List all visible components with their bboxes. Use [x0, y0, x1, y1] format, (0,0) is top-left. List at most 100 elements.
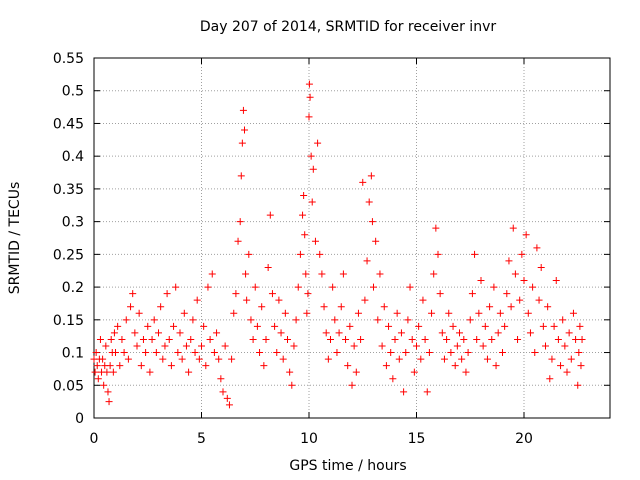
data-point [300, 191, 308, 199]
data-point [281, 309, 289, 317]
data-point [404, 316, 412, 324]
data-point [174, 349, 182, 357]
data-point [193, 296, 201, 304]
data-point [488, 335, 496, 343]
data-point [139, 335, 147, 343]
x-tick-label: 0 [90, 431, 99, 447]
data-point [342, 335, 350, 343]
data-point [395, 355, 403, 363]
data-point [432, 224, 440, 232]
data-point [189, 316, 197, 324]
data-point [344, 362, 352, 370]
data-point [152, 349, 160, 357]
data-point [363, 257, 371, 265]
data-point [434, 250, 442, 258]
data-point [419, 296, 427, 304]
data-point [208, 270, 216, 278]
data-point [526, 329, 534, 337]
data-point [238, 139, 246, 147]
data-point [479, 342, 487, 350]
data-points [90, 80, 586, 409]
data-point [503, 290, 511, 298]
data-point [225, 401, 233, 409]
data-point [99, 355, 107, 363]
data-point [311, 237, 319, 245]
data-point [539, 322, 547, 330]
x-tick-label: 20 [515, 431, 533, 447]
y-tick-label: 0.1 [62, 346, 84, 362]
data-point [357, 335, 365, 343]
data-point [447, 349, 455, 357]
data-point [167, 362, 175, 370]
data-point [306, 93, 314, 101]
y-tick-label: 0.2 [62, 280, 84, 296]
data-point [195, 355, 203, 363]
data-point [322, 329, 330, 337]
data-point [122, 316, 130, 324]
y-axis-label: SRMTID / TECUs [7, 182, 23, 295]
data-point [569, 309, 577, 317]
data-point [397, 329, 405, 337]
data-point [316, 250, 324, 258]
data-point [258, 303, 266, 311]
data-point [483, 355, 491, 363]
data-point [466, 316, 474, 324]
data-point [256, 349, 264, 357]
data-point [410, 368, 418, 376]
data-point [161, 342, 169, 350]
data-point [421, 335, 429, 343]
data-point [425, 349, 433, 357]
data-point [557, 362, 565, 370]
data-point [150, 316, 158, 324]
data-point [501, 322, 509, 330]
data-point [262, 335, 270, 343]
data-point [449, 322, 457, 330]
data-point [206, 335, 214, 343]
data-point [133, 342, 141, 350]
data-point [210, 349, 218, 357]
axis-ticks: 0 0.05 0.1 0.15 0.2 0.25 0.3 0.35 0.4 0.45 0.5 0.55… [53, 51, 610, 447]
data-point [575, 349, 583, 357]
data-point [574, 381, 582, 389]
data-point [215, 355, 223, 363]
data-point [350, 342, 358, 350]
data-point [440, 355, 448, 363]
data-point [511, 270, 519, 278]
data-point [563, 368, 571, 376]
data-point [309, 165, 317, 173]
data-point [142, 349, 150, 357]
data-point [352, 368, 360, 376]
data-point [464, 349, 472, 357]
y-tick-label: 0.35 [53, 182, 84, 198]
data-point [299, 211, 307, 219]
data-point [120, 349, 128, 357]
data-point [554, 335, 562, 343]
data-point [271, 322, 279, 330]
data-point [389, 375, 397, 383]
data-point [294, 283, 302, 291]
data-point [213, 329, 221, 337]
y-tick-label: 0.25 [53, 247, 84, 263]
x-tick-label: 15 [408, 431, 426, 447]
y-tick-label: 0.4 [62, 149, 84, 165]
data-point [187, 335, 195, 343]
data-point [124, 355, 132, 363]
data-point [249, 335, 257, 343]
data-point [546, 375, 554, 383]
data-point [333, 349, 341, 357]
data-point [127, 303, 135, 311]
data-point [561, 342, 569, 350]
data-point [522, 231, 530, 239]
data-point [275, 296, 283, 304]
data-point [228, 355, 236, 363]
data-point [96, 335, 104, 343]
data-point [428, 309, 436, 317]
data-point [348, 381, 356, 389]
data-point [514, 335, 522, 343]
data-point [110, 329, 118, 337]
data-point [438, 329, 446, 337]
plot-border [93, 57, 611, 419]
y-tick-label: 0.15 [53, 313, 84, 329]
y-tick-label: 0.05 [53, 378, 84, 394]
